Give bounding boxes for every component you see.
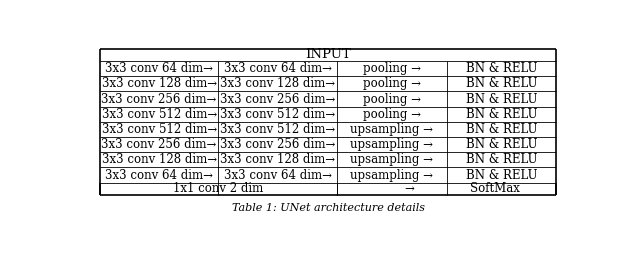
Text: 1x1 conv 2 dim: 1x1 conv 2 dim [173,182,264,195]
Text: upsampling →: upsampling → [350,169,433,181]
Text: 3x3 conv 512 dim→: 3x3 conv 512 dim→ [102,108,217,121]
Text: upsampling →: upsampling → [350,138,433,151]
Text: BN & RELU: BN & RELU [466,62,537,75]
Text: 3x3 conv 128 dim→: 3x3 conv 128 dim→ [102,153,217,166]
Text: 3x3 conv 512 dim→: 3x3 conv 512 dim→ [220,123,335,136]
Text: BN & RELU: BN & RELU [466,123,537,136]
Text: 3x3 conv 128 dim→: 3x3 conv 128 dim→ [220,153,335,166]
Text: BN & RELU: BN & RELU [466,108,537,121]
Text: upsampling →: upsampling → [350,123,433,136]
Text: BN & RELU: BN & RELU [466,93,537,106]
Text: 3x3 conv 256 dim→: 3x3 conv 256 dim→ [220,93,335,106]
Text: →: → [404,182,414,195]
Text: upsampling →: upsampling → [350,153,433,166]
Text: SoftMax: SoftMax [470,182,520,195]
Text: BN & RELU: BN & RELU [466,77,537,90]
Text: 3x3 conv 64 dim→: 3x3 conv 64 dim→ [105,169,213,181]
Text: pooling →: pooling → [363,62,421,75]
Text: 3x3 conv 64 dim→: 3x3 conv 64 dim→ [105,62,213,75]
Text: 3x3 conv 128 dim→: 3x3 conv 128 dim→ [220,77,335,90]
Text: BN & RELU: BN & RELU [466,153,537,166]
Text: 3x3 conv 128 dim→: 3x3 conv 128 dim→ [102,77,217,90]
Text: 3x3 conv 256 dim→: 3x3 conv 256 dim→ [102,93,217,106]
Text: 3x3 conv 512 dim→: 3x3 conv 512 dim→ [102,123,217,136]
Text: INPUT: INPUT [305,48,351,61]
Text: 3x3 conv 512 dim→: 3x3 conv 512 dim→ [220,108,335,121]
Text: pooling →: pooling → [363,108,421,121]
Text: BN & RELU: BN & RELU [466,138,537,151]
Text: Table 1: UNet architecture details: Table 1: UNet architecture details [232,203,424,213]
Text: 3x3 conv 64 dim→: 3x3 conv 64 dim→ [224,62,332,75]
Text: pooling →: pooling → [363,77,421,90]
Text: 3x3 conv 64 dim→: 3x3 conv 64 dim→ [224,169,332,181]
Text: pooling →: pooling → [363,93,421,106]
Text: 3x3 conv 256 dim→: 3x3 conv 256 dim→ [102,138,217,151]
Text: 3x3 conv 256 dim→: 3x3 conv 256 dim→ [220,138,335,151]
Text: BN & RELU: BN & RELU [466,169,537,181]
